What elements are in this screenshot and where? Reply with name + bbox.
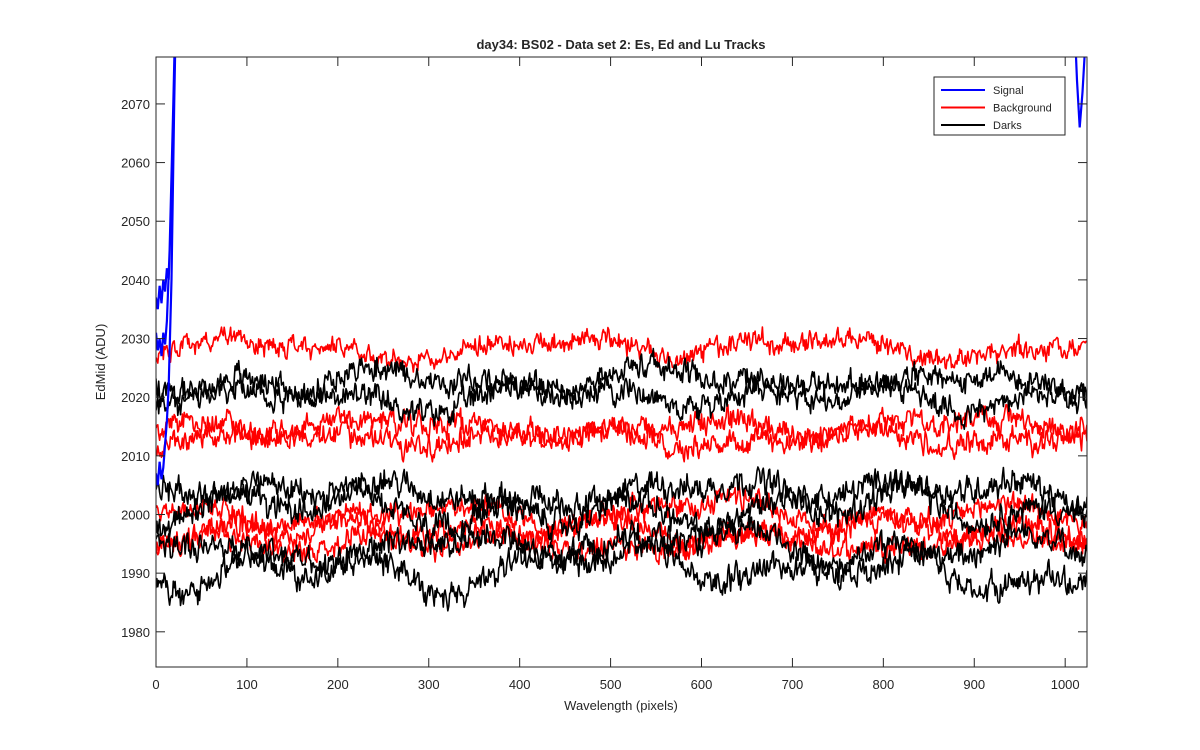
legend-label-signal: Signal [993,85,1024,97]
legend-label-darks: Darks [993,120,1022,132]
y-tick-label: 2060 [121,156,150,171]
axis-layer: 0 100 200 300 400 500 600 700 800 900 1000 1980 1990… [121,57,1087,692]
y-tick-label: 2030 [121,332,150,347]
y-tick-label: 1980 [121,625,150,640]
plot-frame [155,56,1088,668]
series-line-darks [156,347,1087,415]
x-tick-label: 0 [152,677,159,692]
x-tick-label: 100 [236,677,258,692]
y-tick-label: 2050 [121,214,150,229]
x-tick-label: 800 [872,677,894,692]
chart-title: day34: BS02 - Data set 2: Es, Ed and Lu … [476,37,765,52]
y-tick-label: 2020 [121,390,150,405]
series-line-background [156,415,1087,463]
legend: Signal Background Darks [933,76,1066,136]
x-tick-label: 900 [963,677,985,692]
x-tick-label: 400 [509,677,531,692]
x-tick-label: 200 [327,677,349,692]
y-tick-label: 1990 [121,566,150,581]
y-tick-label: 2000 [121,508,150,523]
y-tick-label: 2070 [121,97,150,112]
y-tick-label: 2040 [121,273,150,288]
x-tick-label: 300 [418,677,440,692]
series-layer [156,57,1087,612]
x-tick-label: 700 [782,677,804,692]
series-line-background [156,403,1087,452]
y-axis-label: EdMid (ADU) [93,324,108,401]
series-line-background [156,504,1087,563]
legend-label-background: Background [993,103,1052,115]
series-line-darks [156,359,1087,430]
x-axis-label: Wavelength (pixels) [564,698,678,713]
x-tick-label: 600 [691,677,713,692]
x-tick-label: 500 [600,677,622,692]
series-line-background [156,326,1087,373]
series-line-darks [156,468,1087,546]
x-tick-label: 1000 [1051,677,1080,692]
series-line-darks [156,519,1087,612]
y-tick-label: 2010 [121,449,150,464]
